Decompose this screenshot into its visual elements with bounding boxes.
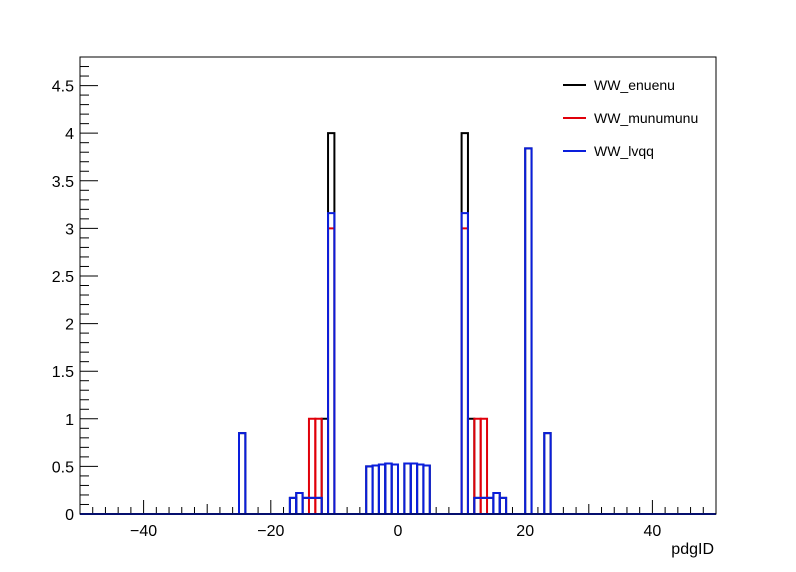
plot-frame xyxy=(79,56,717,515)
histogram-bin xyxy=(422,464,431,514)
histogram-bin xyxy=(301,496,323,514)
x-tick-label: −20 xyxy=(257,523,284,540)
histogram-bin xyxy=(524,147,533,514)
x-tick-label: 0 xyxy=(394,523,403,540)
y-tick-label: 3 xyxy=(65,221,74,238)
y-tick-label: 4 xyxy=(65,126,74,143)
legend-label: WW_lvqq xyxy=(594,143,654,159)
tick-labels: −40 −20 0 20 40 0 0.5 1 1.5 2 2.5 3 3.5 4 4.5 xyxy=(52,79,662,540)
y-tick-label: 2.5 xyxy=(52,269,74,286)
histogram-bin xyxy=(314,417,323,514)
y-tick-label: 1.5 xyxy=(52,364,74,381)
x-axis-label: pdgID xyxy=(671,541,714,558)
histogram-bin xyxy=(479,417,489,514)
y-tick-label: 3.5 xyxy=(52,174,74,191)
legend: WW_enuenu WW_munumunu WW_lvqq xyxy=(563,77,698,159)
histogram-bin xyxy=(390,463,399,514)
histogram-bin xyxy=(327,212,336,514)
x-tick-label: −40 xyxy=(130,523,157,540)
y-tick-label: 1 xyxy=(65,412,74,429)
y-tick-label: 4.5 xyxy=(52,79,74,96)
y-tick-label: 0 xyxy=(65,507,74,524)
legend-label: WW_munumunu xyxy=(594,110,698,126)
x-tick-label: 20 xyxy=(516,523,534,540)
histogram-bin xyxy=(543,432,552,514)
histogram-bin xyxy=(460,212,469,514)
legend-label: WW_enuenu xyxy=(594,77,675,93)
y-tick-label: 0.5 xyxy=(52,459,74,476)
histogram-bin xyxy=(238,432,247,514)
x-tick-label: 40 xyxy=(644,523,662,540)
histogram-bin xyxy=(498,496,508,514)
y-tick-label: 2 xyxy=(65,317,74,334)
